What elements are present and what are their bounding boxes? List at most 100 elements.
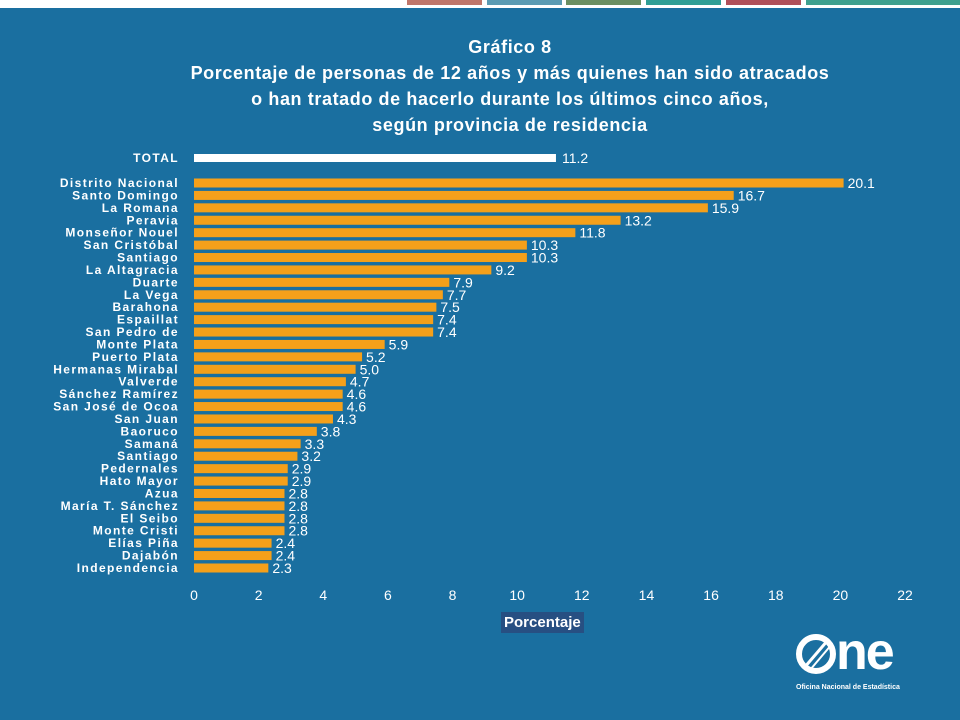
value-label: 11.8 xyxy=(579,225,605,241)
chart-title-line-3: o han tratado de hacerlo durante los últ… xyxy=(251,89,769,109)
category-label: Monte Cristi xyxy=(93,524,179,538)
strip-segment xyxy=(487,0,562,5)
category-label: Baoruco xyxy=(121,424,179,438)
bar xyxy=(194,526,285,536)
category-label: Samaná xyxy=(125,437,179,451)
category-label: El Seibo xyxy=(120,511,179,525)
value-label: 2.4 xyxy=(276,548,296,564)
x-tick-label: 6 xyxy=(384,587,392,603)
value-label: 16.7 xyxy=(738,187,765,203)
category-label: Hermanas Mirabal xyxy=(53,362,179,376)
value-label: 15.9 xyxy=(712,200,739,216)
bar xyxy=(194,513,285,523)
chart-title: Gráfico 8 Porcentaje de personas de 12 a… xyxy=(150,34,870,138)
bar xyxy=(194,190,734,200)
bar xyxy=(194,253,527,263)
value-label: 4.6 xyxy=(347,399,367,415)
bar xyxy=(194,501,285,511)
value-label: 5.2 xyxy=(366,349,386,365)
bar xyxy=(194,389,343,399)
category-label: Santiago xyxy=(117,449,179,463)
value-label: 3.2 xyxy=(301,448,321,464)
category-label: Monseñor Nouel xyxy=(65,226,179,240)
category-label: Santo Domingo xyxy=(72,188,179,202)
bar xyxy=(194,228,576,238)
category-label: Hato Mayor xyxy=(100,474,179,488)
value-label: 10.3 xyxy=(531,237,558,253)
category-label: Distrito Nacional xyxy=(60,176,179,190)
value-label: 4.7 xyxy=(350,374,370,390)
x-tick-label: 20 xyxy=(833,587,849,603)
x-tick-label: 16 xyxy=(703,587,719,603)
chart-title-line-2: Porcentaje de personas de 12 años y más … xyxy=(190,63,830,83)
category-label: Azua xyxy=(145,486,179,500)
x-tick-label: 14 xyxy=(639,587,655,603)
category-label: La Altagracia xyxy=(86,263,179,277)
bar xyxy=(194,215,621,225)
value-label: 2.4 xyxy=(276,535,296,551)
strip-segment xyxy=(407,0,482,5)
bar xyxy=(194,563,269,573)
x-tick-label: 22 xyxy=(897,587,913,603)
bar xyxy=(194,290,443,300)
total-bar xyxy=(194,154,556,162)
category-label: Independencia xyxy=(77,561,179,575)
value-label: 2.9 xyxy=(292,473,312,489)
category-label: La Romana xyxy=(102,201,179,215)
category-label: Barahona xyxy=(112,300,179,314)
category-label: Duarte xyxy=(133,275,179,289)
bar xyxy=(194,277,450,287)
bar xyxy=(194,352,363,362)
one-logo-wordmark: ne xyxy=(836,623,895,681)
category-label: Espaillat xyxy=(117,313,179,327)
value-label: 4.6 xyxy=(347,386,367,402)
category-label: La Vega xyxy=(124,288,179,302)
category-label: Monte Plata xyxy=(96,337,179,351)
value-label: 10.3 xyxy=(531,250,558,266)
value-label: 7.9 xyxy=(453,274,473,290)
bar xyxy=(194,451,298,461)
value-label: 3.8 xyxy=(321,423,341,439)
value-label: 2.9 xyxy=(292,461,312,477)
category-label: Valverde xyxy=(118,375,179,389)
value-label: 2.3 xyxy=(272,560,292,576)
x-tick-label: 10 xyxy=(509,587,525,603)
one-logo-subtitle: Oficina Nacional de Estadística xyxy=(796,684,900,691)
chart-title-line-1: Gráfico 8 xyxy=(468,37,552,57)
bar xyxy=(194,439,301,449)
bar xyxy=(194,265,492,275)
value-label: 5.0 xyxy=(360,361,380,377)
total-label: TOTAL xyxy=(133,151,179,165)
value-label: 20.1 xyxy=(848,175,875,191)
value-label: 7.4 xyxy=(437,324,457,340)
value-label: 7.4 xyxy=(437,312,457,328)
category-label: Dajabón xyxy=(122,549,179,563)
bar xyxy=(194,203,708,213)
category-label: Puerto Plata xyxy=(92,350,179,364)
bar xyxy=(194,551,272,561)
bar xyxy=(194,538,272,548)
bar xyxy=(194,178,844,188)
value-label: 13.2 xyxy=(625,212,652,228)
bar xyxy=(194,240,527,250)
value-label: 4.3 xyxy=(337,411,357,427)
bar xyxy=(194,302,437,312)
bar xyxy=(194,426,317,436)
x-tick-label: 2 xyxy=(255,587,263,603)
one-logo: ne Oficina Nacional de Estadística xyxy=(796,626,916,692)
one-logo-icon xyxy=(796,634,836,674)
value-label: 3.3 xyxy=(305,436,325,452)
value-label: 2.8 xyxy=(288,498,308,514)
strip-segment xyxy=(806,0,960,5)
x-tick-label: 12 xyxy=(574,587,590,603)
category-label: San Juan xyxy=(114,412,179,426)
bar xyxy=(194,327,434,337)
bar xyxy=(194,402,343,412)
bar xyxy=(194,464,288,474)
x-tick-label: 8 xyxy=(449,587,457,603)
bar xyxy=(194,339,385,349)
strip-segment xyxy=(646,0,721,5)
x-tick-label: 18 xyxy=(768,587,784,603)
bar xyxy=(194,488,285,498)
